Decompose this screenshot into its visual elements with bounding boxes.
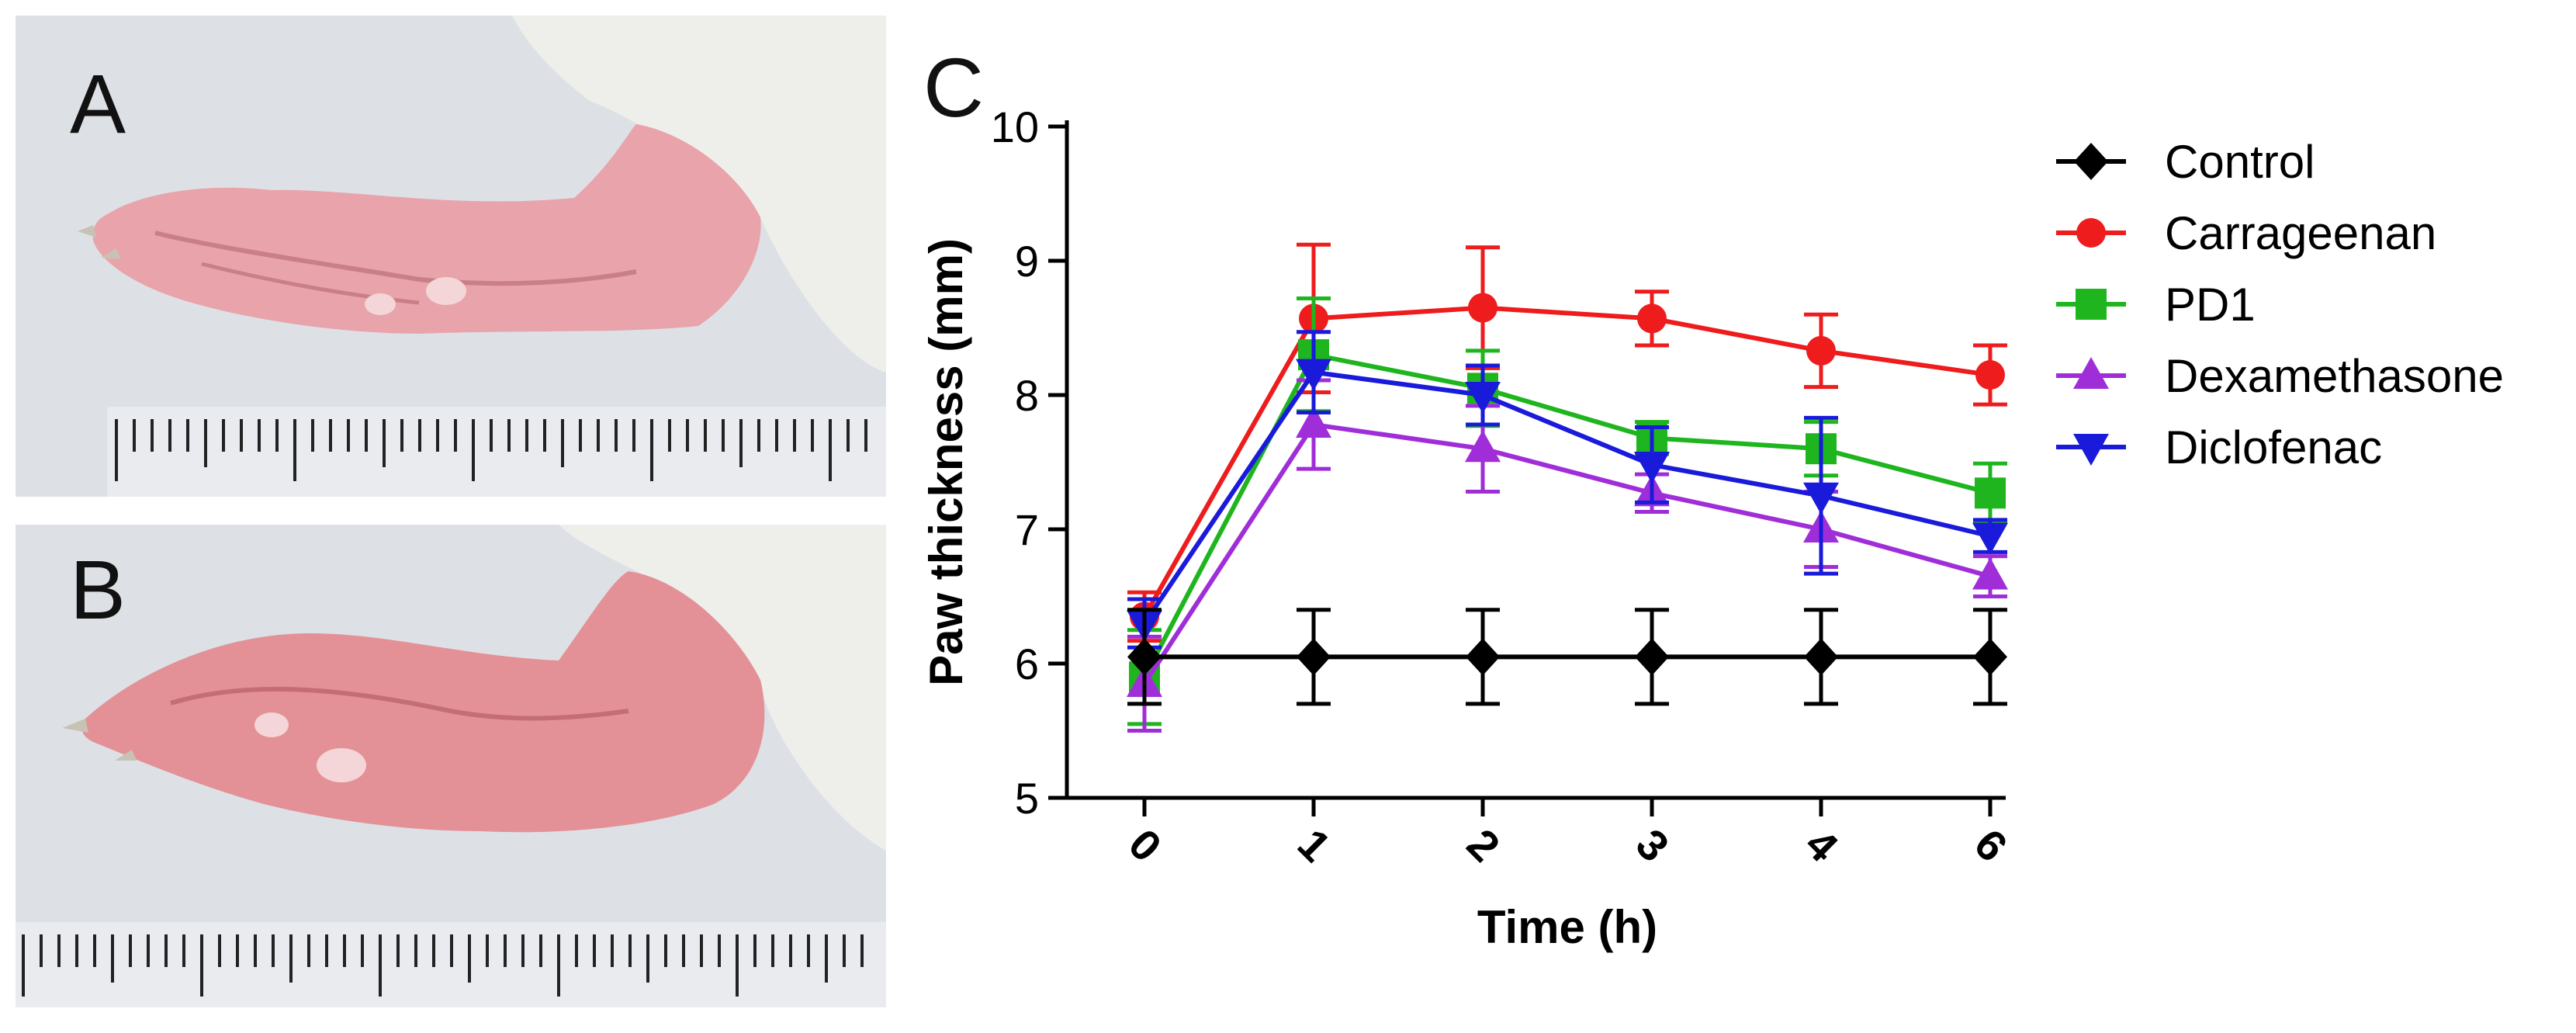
fur-region [512, 16, 886, 373]
data-point [1634, 451, 1670, 484]
claw [101, 248, 121, 259]
series-line [1142, 305, 1991, 618]
photo-panel-b: B [16, 525, 886, 1007]
legend-marker [2076, 289, 2107, 320]
data-point [1803, 482, 1839, 515]
data-point [1804, 638, 1838, 676]
paw-photo-b [16, 525, 886, 1007]
panel-label-b: B [70, 542, 126, 636]
legend-entry-dexamethasone: Dexamethasone [2056, 350, 2504, 402]
data-point [1973, 638, 2007, 676]
series-dexamethasone [1127, 378, 2008, 733]
data-point [1468, 293, 1497, 323]
y-axis-label: Paw thickness (mm) [920, 238, 972, 686]
legend-entry-control: Control [2056, 136, 2315, 188]
legend-label: Diclofenac [2165, 421, 2382, 473]
photo-panel-a: A [16, 16, 886, 497]
paw-pad [426, 277, 466, 305]
data-point [1972, 522, 2008, 555]
data-point [1637, 303, 1667, 334]
legend-entry-pd1: PD1 [2056, 279, 2256, 331]
ruler [115, 419, 867, 481]
toe-crease [154, 231, 637, 286]
paw-pad [365, 293, 396, 315]
claw [62, 719, 88, 733]
data-point [1465, 382, 1501, 414]
x-tick-label: 0 [1120, 820, 1172, 872]
y-tick-label: 9 [1015, 237, 1039, 286]
y-tick-label: 8 [1015, 371, 1039, 420]
ruler-strip [107, 407, 886, 497]
x-tick-label: 3 [1627, 820, 1679, 872]
claw [115, 750, 137, 761]
data-point [1972, 557, 2008, 590]
paw-pad [317, 748, 366, 782]
chart-series [1127, 242, 2008, 733]
legend-label: Dexamethasone [2165, 350, 2504, 402]
chart-axes: 5 6 7 8 9 10 0 1 2 3 4 6 Time (h) Paw thickness (mm) [920, 102, 2017, 953]
paw-thickness-chart: C 5 6 7 8 9 10 0 1 2 3 4 6 Time (h) Paw thickness (mm… [920, 40, 2504, 953]
x-tick-label: 6 [1965, 820, 2017, 872]
legend-label: Control [2165, 136, 2315, 188]
data-point [1127, 638, 1162, 676]
x-tick-label: 4 [1796, 820, 1848, 872]
x-tick-label: 1 [1289, 820, 1341, 872]
claw [78, 225, 96, 237]
data-point [1297, 638, 1331, 676]
legend-marker [2073, 357, 2109, 389]
paw-pad [254, 712, 289, 737]
series-line [1142, 352, 1991, 678]
legend-marker [2076, 218, 2106, 248]
series-control [1127, 608, 2007, 706]
x-axis-label: Time (h) [1477, 901, 1657, 953]
legend-marker [2074, 143, 2108, 180]
legend-entry-diclofenac: Diclofenac [2056, 421, 2382, 473]
panel-label-c: C [923, 40, 984, 134]
data-point [1296, 359, 1331, 391]
fur-region [559, 525, 886, 851]
data-point [1465, 430, 1501, 463]
paw-photo-a [16, 16, 886, 497]
y-tick-label: 6 [1015, 640, 1039, 688]
data-point [1975, 477, 2006, 509]
series-line [1142, 369, 1991, 625]
series-line [1142, 421, 1991, 685]
data-point [1806, 335, 1836, 366]
series-carrageenan [1127, 242, 2007, 643]
legend-label: Carrageenan [2165, 207, 2436, 259]
panel-label-a: A [70, 57, 126, 151]
legend-entry-carrageenan: Carrageenan [2056, 207, 2436, 259]
y-tick-label: 5 [1015, 774, 1039, 823]
data-point [1466, 638, 1500, 676]
y-tick-label: 10 [991, 102, 1039, 151]
toe-crease [170, 686, 629, 721]
data-point [1975, 360, 2005, 390]
data-point [1635, 638, 1669, 676]
swollen-paw-shape [81, 571, 765, 833]
paw-shape [92, 124, 761, 334]
series-diclofenac [1127, 330, 2008, 650]
x-tick-label: 2 [1458, 820, 1510, 872]
data-point [1296, 406, 1331, 439]
chart-legend: Control Carrageenan PD1 Dexamethasone Diclof… [2056, 136, 2504, 473]
legend-label: PD1 [2165, 279, 2256, 331]
y-tick-label: 7 [1015, 505, 1039, 554]
ruler [22, 934, 864, 997]
legend-marker [2073, 434, 2109, 466]
